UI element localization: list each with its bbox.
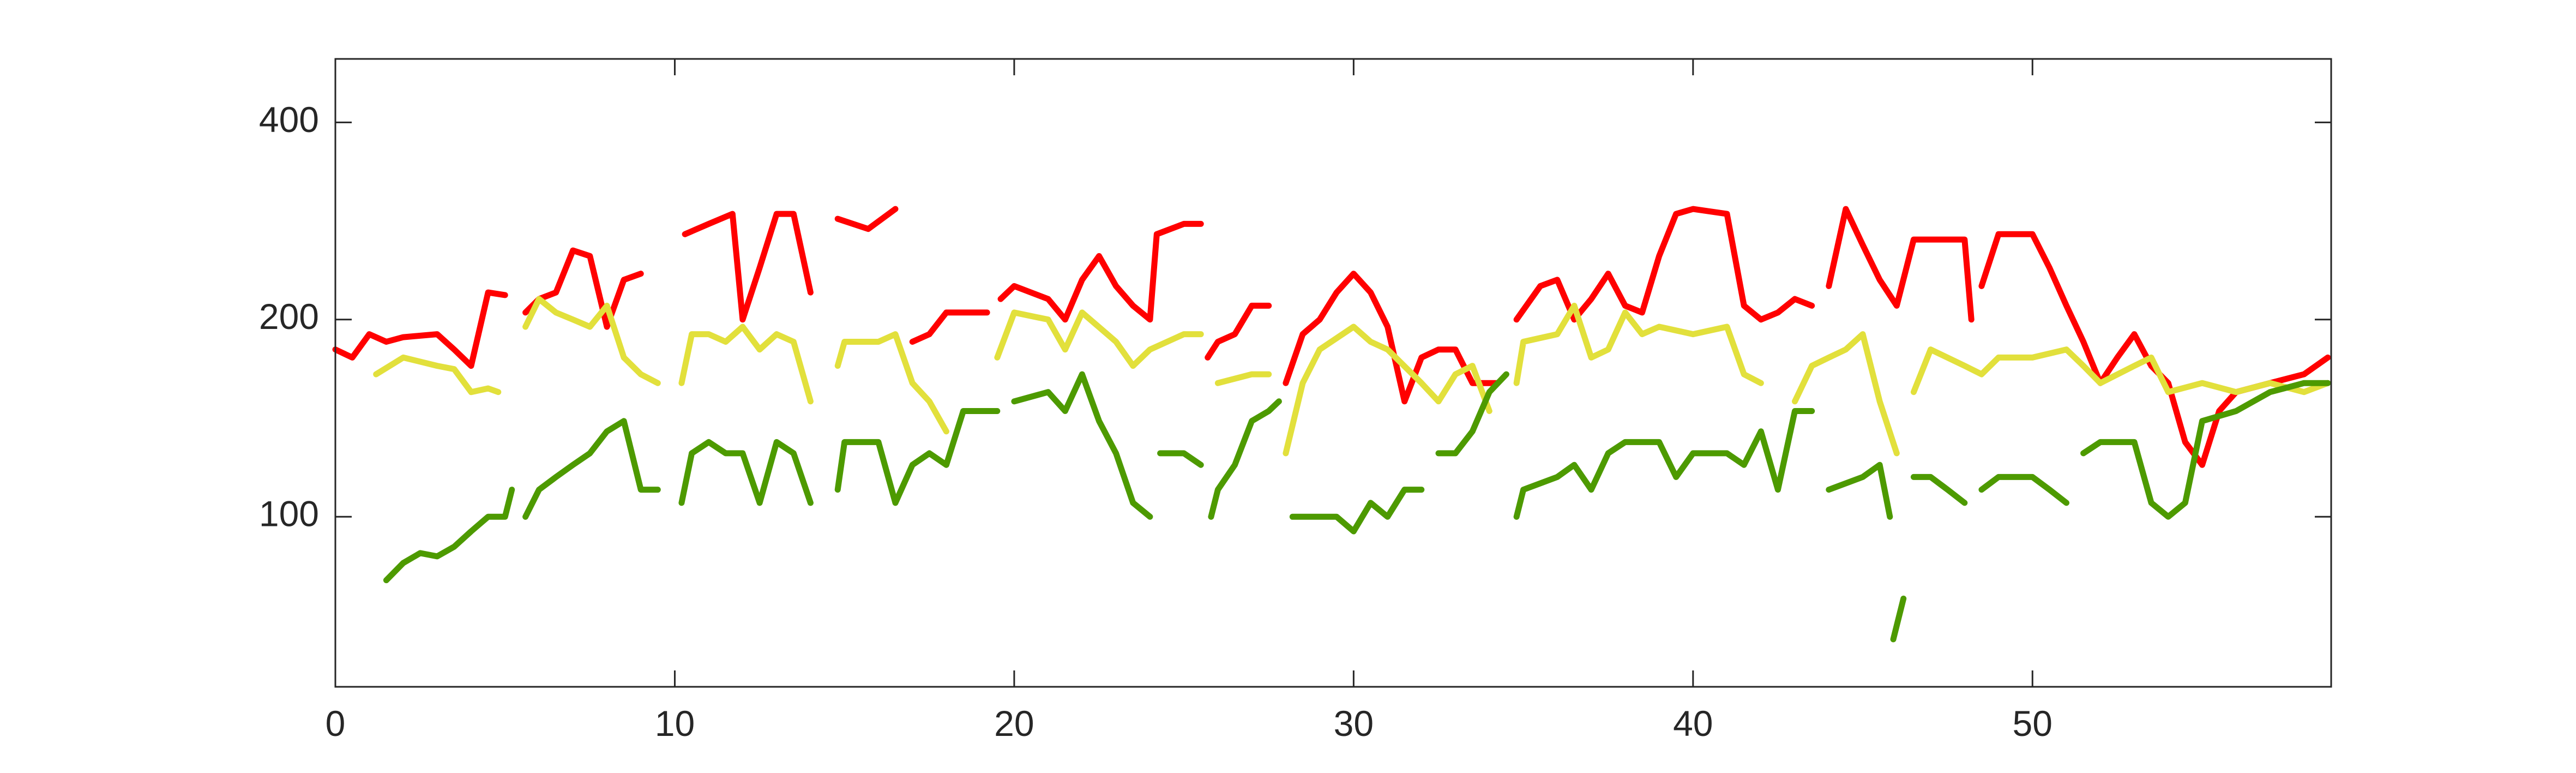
y-tick-label: 200: [259, 296, 319, 337]
plot-area: [332, 206, 2331, 643]
x-tick-label: 40: [1673, 703, 1713, 744]
y-tick-label: 400: [259, 99, 319, 140]
data-line: [332, 206, 2331, 468]
x-tick-label: 0: [326, 703, 346, 744]
axes-frame: [334, 58, 2332, 688]
x-tick-label: 10: [655, 703, 695, 744]
y-tick-label: 100: [259, 494, 319, 534]
x-tick-label: 50: [2013, 703, 2053, 744]
data-line: [373, 296, 2331, 457]
x-tick-label: 20: [994, 703, 1034, 744]
data-line: [383, 371, 2331, 643]
x-tick-label: 30: [1334, 703, 1374, 744]
